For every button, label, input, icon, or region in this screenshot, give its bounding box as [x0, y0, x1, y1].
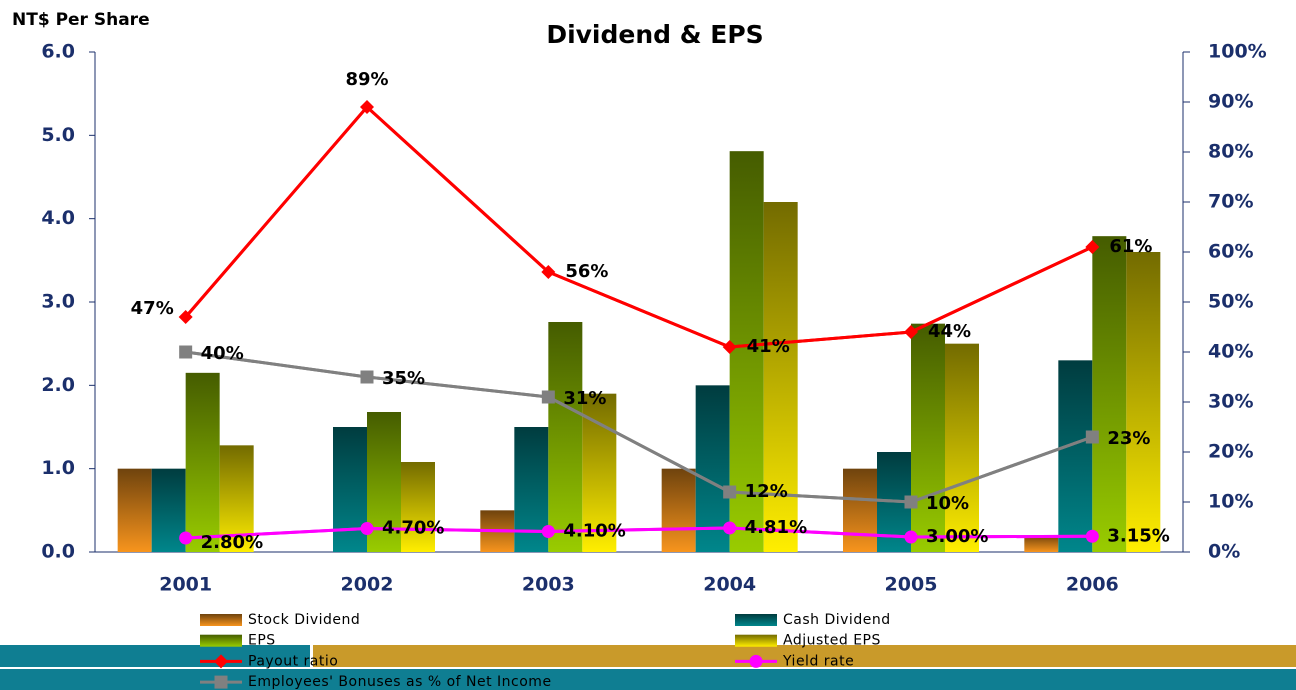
legend-label: Adjusted EPS — [783, 633, 881, 649]
legend-label: Payout ratio — [248, 653, 338, 669]
value-label: 41% — [747, 336, 790, 357]
legend-swatch — [735, 614, 777, 626]
x-tick-label: 2004 — [703, 574, 756, 596]
marker — [1085, 529, 1099, 543]
band — [0, 669, 1296, 690]
bar — [333, 427, 367, 552]
bar — [582, 393, 617, 552]
bar — [117, 468, 152, 552]
y2-tick-label: 30% — [1208, 391, 1253, 413]
bar — [843, 468, 877, 552]
y2-tick-label: 70% — [1208, 191, 1253, 213]
marker — [904, 495, 918, 509]
marker — [541, 525, 555, 538]
line — [185, 526, 1093, 540]
bar — [1126, 252, 1161, 552]
marker — [360, 100, 374, 114]
legend-label: Yield rate — [782, 653, 854, 669]
y-tick-label: 6.0 — [41, 41, 75, 63]
marker — [904, 530, 918, 544]
x-tick-label: 2003 — [522, 574, 575, 596]
x-tick-label: 2002 — [341, 574, 394, 596]
value-label: 23% — [1107, 428, 1150, 449]
line — [184, 104, 1093, 349]
y2-tick-label: 0% — [1208, 541, 1240, 563]
marker — [723, 521, 737, 535]
marker — [179, 345, 193, 359]
y2-tick-label: 50% — [1208, 291, 1253, 313]
marker — [360, 370, 374, 384]
value-label: 89% — [345, 69, 388, 90]
bar — [945, 343, 979, 552]
y-tick-label: 1.0 — [41, 457, 75, 479]
value-label: 4.81% — [745, 517, 807, 538]
y-tick-label: 4.0 — [41, 207, 75, 229]
value-label: 40% — [201, 343, 244, 364]
value-label: 4.10% — [563, 521, 625, 542]
marker — [360, 522, 374, 535]
legend-marker — [214, 675, 228, 689]
marker — [1085, 240, 1100, 254]
y-tick-label: 2.0 — [41, 374, 75, 396]
y-tick-label: 0.0 — [41, 541, 75, 563]
chart-title: Dividend & EPS — [546, 20, 763, 49]
x-tick-label: 2005 — [885, 574, 938, 596]
y2-tick-label: 90% — [1208, 91, 1253, 113]
bar — [548, 322, 583, 552]
marker — [722, 340, 737, 354]
value-label: 3.00% — [926, 526, 988, 547]
y2-tick-label: 10% — [1208, 491, 1253, 513]
legend-swatch — [200, 614, 242, 626]
bar — [1024, 535, 1059, 552]
y2-tick-label: 60% — [1208, 241, 1253, 263]
bar — [401, 462, 435, 552]
x-tick-label: 2001 — [159, 574, 212, 596]
bar — [1058, 360, 1093, 552]
bar — [661, 468, 696, 552]
value-label: 3.15% — [1107, 525, 1169, 546]
legend-label: EPS — [248, 633, 276, 649]
legend-label: Employees' Bonuses as % of Net Income — [248, 674, 552, 690]
value-label: 12% — [745, 481, 788, 502]
value-label: 4.70% — [382, 518, 444, 539]
bar — [911, 323, 945, 552]
value-label: 56% — [565, 261, 608, 282]
bar — [729, 151, 764, 552]
y2-tick-label: 40% — [1208, 341, 1253, 363]
x-tick-label: 2006 — [1066, 574, 1119, 596]
marker — [723, 485, 737, 499]
legend-label: Cash Dividend — [783, 612, 891, 628]
legend-swatch — [200, 634, 242, 647]
value-label: 61% — [1109, 236, 1152, 257]
marker — [178, 310, 193, 324]
legend-marker — [214, 654, 228, 669]
bar — [185, 372, 220, 552]
value-label: 31% — [563, 388, 606, 409]
value-label: 47% — [131, 298, 174, 319]
legend-label: Stock Dividend — [248, 612, 360, 628]
value-label: 44% — [928, 321, 971, 342]
marker — [1085, 430, 1099, 444]
legend-swatch — [735, 634, 777, 647]
marker — [179, 531, 193, 545]
line — [185, 350, 1093, 504]
value-label: 2.80% — [201, 532, 263, 553]
bar — [695, 385, 730, 552]
marker — [541, 390, 555, 404]
value-label: 10% — [926, 493, 969, 514]
band — [313, 645, 1296, 667]
legend-marker — [749, 654, 763, 668]
y-tick-label: 5.0 — [41, 124, 75, 146]
y2-tick-label: 80% — [1208, 141, 1253, 163]
bar — [1092, 236, 1127, 552]
y-tick-label: 3.0 — [41, 291, 75, 313]
marker — [904, 325, 918, 339]
value-label: 35% — [382, 368, 425, 389]
y2-tick-label: 100% — [1208, 41, 1267, 63]
marker — [541, 265, 556, 279]
y-axis-label: NT$ Per Share — [12, 10, 150, 30]
y2-tick-label: 20% — [1208, 441, 1253, 463]
